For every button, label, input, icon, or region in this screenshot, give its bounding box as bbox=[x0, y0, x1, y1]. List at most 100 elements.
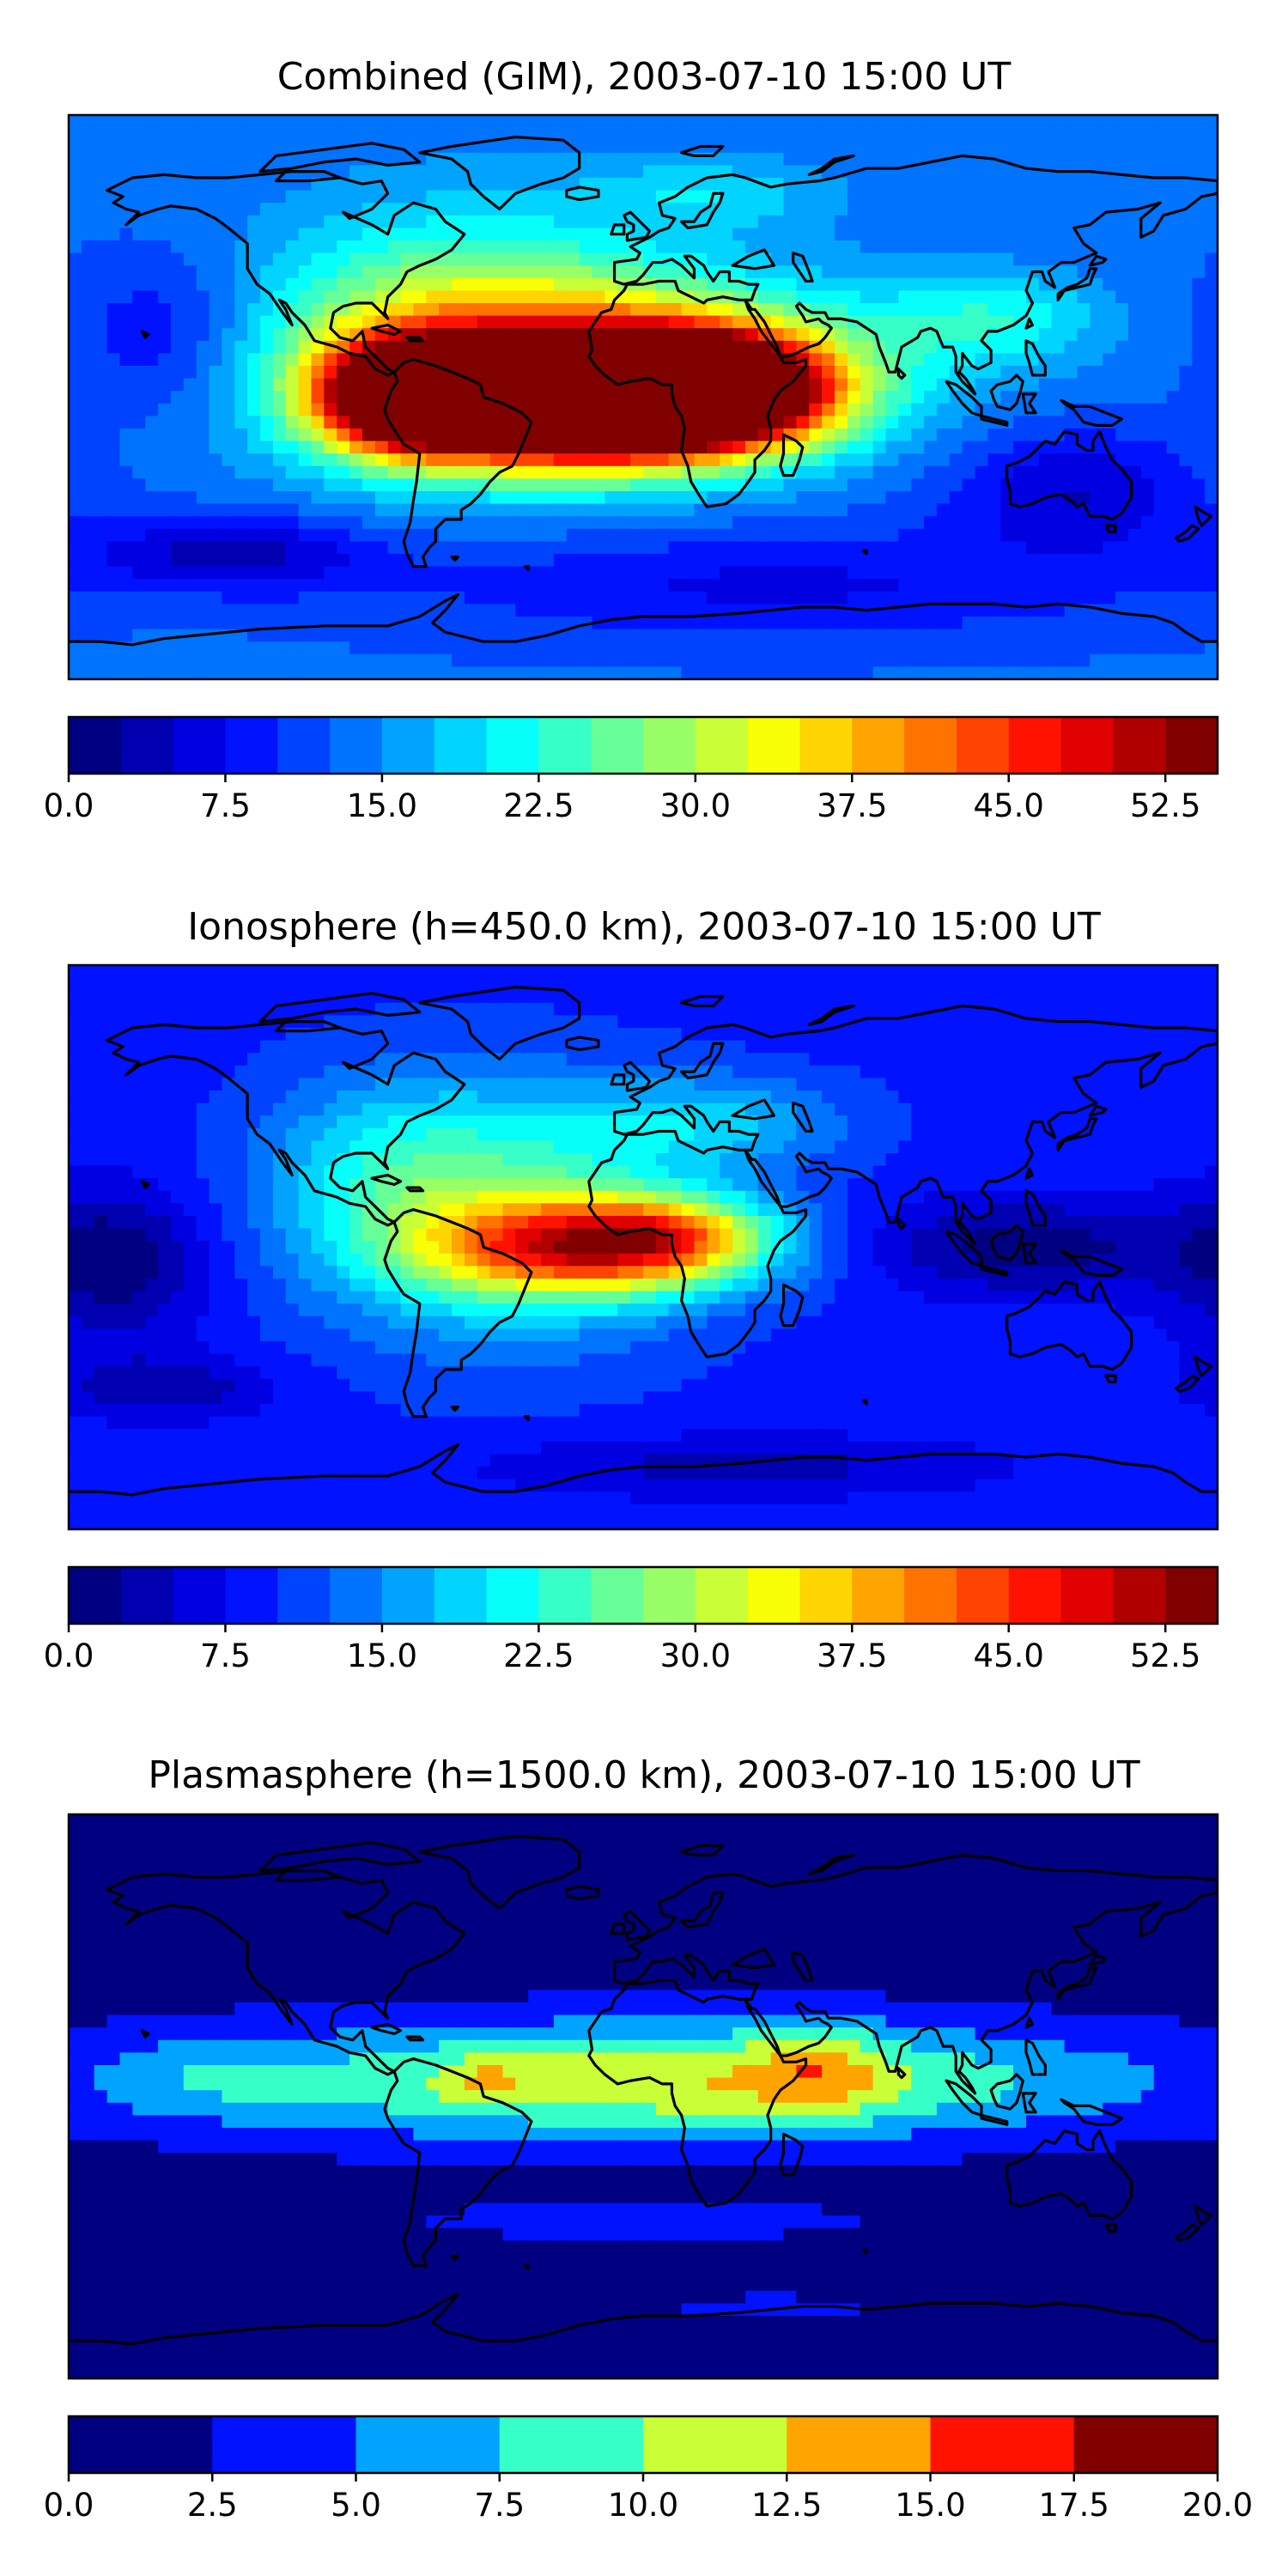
heatmap-cell bbox=[987, 1015, 1002, 1029]
heatmap-cell bbox=[885, 653, 900, 668]
heatmap-cell bbox=[617, 453, 631, 467]
heatmap-cell bbox=[720, 554, 733, 568]
heatmap-cell bbox=[949, 115, 963, 129]
heatmap-cell bbox=[668, 528, 683, 543]
heatmap-cell bbox=[872, 391, 887, 404]
heatmap-cell bbox=[898, 416, 912, 429]
heatmap-cell bbox=[183, 240, 197, 254]
heatmap-cell bbox=[720, 541, 733, 555]
heatmap-cell bbox=[1127, 403, 1142, 417]
heatmap-cell bbox=[822, 516, 835, 530]
heatmap-cell bbox=[298, 478, 313, 492]
heatmap-cell bbox=[1153, 353, 1168, 367]
heatmap-cell bbox=[796, 528, 811, 543]
heatmap-cell bbox=[196, 604, 210, 617]
heatmap-cell bbox=[668, 315, 683, 329]
heatmap-cell bbox=[655, 340, 670, 355]
heatmap-cell bbox=[324, 653, 337, 668]
heatmap-cell bbox=[234, 353, 248, 367]
heatmap-cell bbox=[272, 666, 287, 679]
heatmap-cell bbox=[694, 453, 708, 467]
heatmap-cell bbox=[1140, 115, 1155, 129]
heatmap-cell bbox=[489, 641, 504, 655]
heatmap-cell bbox=[694, 617, 708, 630]
heatmap-cell bbox=[170, 653, 185, 668]
heatmap-cell bbox=[374, 290, 389, 304]
heatmap-cell bbox=[361, 516, 376, 530]
heatmap-cell bbox=[707, 328, 720, 342]
heatmap-cell bbox=[374, 165, 389, 179]
heatmap-cell bbox=[809, 403, 823, 417]
heatmap-cell bbox=[924, 604, 938, 617]
heatmap-cell bbox=[1013, 1065, 1027, 1079]
heatmap-cell bbox=[898, 541, 912, 555]
heatmap-cell bbox=[1000, 115, 1014, 129]
heatmap-cell bbox=[528, 366, 542, 380]
heatmap-cell bbox=[1038, 428, 1053, 442]
heatmap-cell bbox=[285, 641, 300, 655]
heatmap-cell bbox=[783, 290, 798, 304]
heatmap-cell bbox=[132, 140, 146, 154]
heatmap-cell bbox=[324, 617, 337, 630]
heatmap-cell bbox=[145, 252, 159, 266]
heatmap-cell bbox=[94, 491, 108, 505]
heatmap-cell bbox=[260, 491, 274, 505]
heatmap-cell bbox=[234, 977, 248, 991]
heatmap-cell bbox=[872, 990, 887, 1004]
heatmap-cell bbox=[617, 554, 631, 568]
heatmap-cell bbox=[1077, 478, 1091, 492]
heatmap-cell bbox=[1153, 453, 1168, 467]
heatmap-cell bbox=[260, 127, 274, 141]
heatmap-cell bbox=[477, 265, 491, 279]
heatmap-cell bbox=[285, 265, 300, 279]
heatmap-cell bbox=[541, 503, 555, 517]
heatmap-cell bbox=[502, 203, 517, 216]
heatmap-cell bbox=[81, 965, 95, 979]
heatmap-cell bbox=[1038, 977, 1053, 991]
heatmap-cell bbox=[898, 240, 912, 254]
heatmap-cell bbox=[592, 653, 606, 668]
heatmap-cell bbox=[566, 378, 580, 392]
heatmap-cell bbox=[272, 503, 287, 517]
heatmap-cell bbox=[962, 566, 976, 580]
heatmap-cell bbox=[1140, 453, 1155, 467]
heatmap-cell bbox=[452, 604, 465, 617]
heatmap-cell bbox=[170, 152, 185, 167]
heatmap-cell bbox=[387, 1002, 402, 1017]
heatmap-cell bbox=[936, 140, 951, 154]
heatmap-cell bbox=[744, 328, 759, 342]
heatmap-cell bbox=[349, 265, 363, 279]
heatmap-cell bbox=[643, 579, 657, 592]
heatmap-cell bbox=[835, 403, 848, 417]
heatmap-cell bbox=[400, 453, 415, 467]
heatmap-cell bbox=[1051, 303, 1066, 317]
heatmap-cell bbox=[809, 353, 823, 367]
heatmap-cell bbox=[515, 240, 529, 254]
heatmap-cell bbox=[452, 566, 465, 580]
heatmap-cell bbox=[196, 591, 210, 605]
heatmap-cell bbox=[1000, 666, 1014, 679]
heatmap-cell bbox=[158, 977, 172, 991]
heatmap-cell bbox=[770, 303, 785, 317]
heatmap-cell bbox=[209, 629, 223, 642]
heatmap-cell bbox=[69, 152, 82, 167]
heatmap-cell bbox=[911, 178, 925, 191]
heatmap-cell bbox=[860, 203, 874, 216]
heatmap-cell bbox=[337, 617, 350, 630]
heatmap-cell bbox=[962, 1028, 976, 1042]
heatmap-cell bbox=[617, 1002, 631, 1017]
heatmap-cell bbox=[783, 215, 798, 229]
heatmap-cell bbox=[681, 1040, 696, 1054]
heatmap-cell bbox=[196, 666, 210, 679]
heatmap-cell bbox=[324, 491, 337, 505]
heatmap-cell bbox=[1166, 503, 1181, 517]
heatmap-cell bbox=[566, 215, 580, 229]
colorbar-frame bbox=[67, 715, 1219, 775]
heatmap-cell bbox=[260, 391, 274, 404]
heatmap-cell bbox=[720, 478, 733, 492]
heatmap-cell bbox=[260, 990, 274, 1004]
heatmap-cell bbox=[285, 591, 300, 605]
heatmap-cell bbox=[707, 453, 720, 467]
heatmap-cell bbox=[69, 403, 82, 417]
heatmap-cell bbox=[605, 1053, 619, 1066]
